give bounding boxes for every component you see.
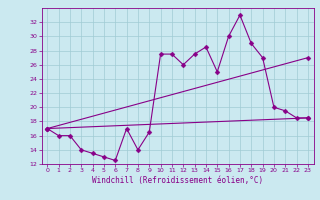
X-axis label: Windchill (Refroidissement éolien,°C): Windchill (Refroidissement éolien,°C) — [92, 176, 263, 185]
